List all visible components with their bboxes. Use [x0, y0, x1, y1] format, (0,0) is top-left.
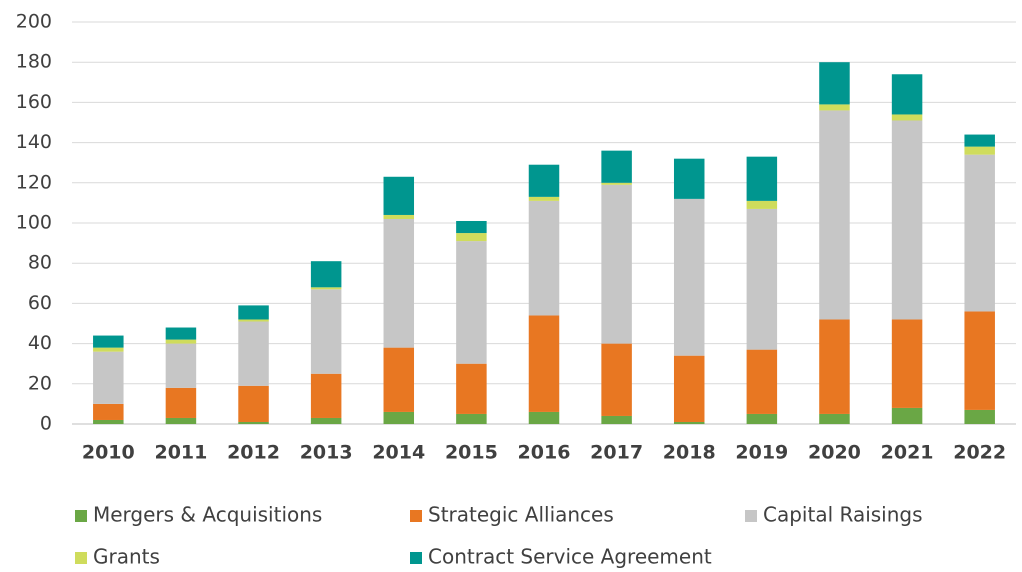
bar-segment — [165, 387, 197, 418]
bar-segment — [310, 261, 342, 288]
bar-segment — [165, 339, 197, 344]
legend-label: Contract Service Agreement — [428, 545, 712, 569]
y-tick-label: 20 — [28, 372, 52, 394]
bar-segment — [93, 403, 124, 420]
bar-segment — [238, 319, 269, 322]
x-tick-label: 2014 — [372, 442, 425, 464]
x-tick-label: 2011 — [154, 442, 207, 464]
bar-segment — [964, 311, 995, 410]
bar-segment — [819, 62, 850, 105]
bar-segment — [528, 164, 560, 197]
bar-segment — [819, 104, 850, 111]
bar-segment — [891, 120, 923, 320]
bar-segment — [746, 200, 778, 209]
bar-segment — [819, 413, 850, 424]
x-tick-label: 2010 — [82, 442, 135, 464]
bar-segment — [165, 417, 197, 424]
legend-label: Capital Raisings — [763, 503, 923, 527]
bar-segment — [528, 200, 560, 316]
x-tick-label: 2016 — [518, 442, 571, 464]
bar-segment — [238, 385, 269, 422]
bar-segment — [673, 421, 705, 424]
bar-segment — [964, 134, 995, 147]
bar-segment — [528, 411, 560, 424]
bar-segment — [165, 327, 197, 340]
bar-segment — [601, 415, 632, 424]
bar-segment — [238, 421, 269, 424]
bar-segment — [673, 158, 705, 199]
legend-swatch — [410, 552, 422, 564]
bar-segment — [383, 176, 415, 215]
x-tick-label: 2017 — [590, 442, 643, 464]
bar-segment — [93, 351, 124, 404]
bar-segment — [93, 335, 124, 348]
bar-segment — [964, 154, 995, 312]
bar-segment — [456, 220, 487, 234]
bar-segment — [601, 343, 632, 416]
bar-segment — [456, 413, 487, 424]
bar-segment — [93, 347, 124, 352]
bar-segment — [310, 417, 342, 424]
bar-segment — [383, 214, 415, 219]
x-tick-label: 2021 — [881, 442, 934, 464]
bar-segment — [819, 319, 850, 414]
x-tick-label: 2015 — [445, 442, 498, 464]
legend-label: Strategic Alliances — [428, 503, 614, 527]
bar-segment — [891, 114, 923, 121]
y-tick-label: 80 — [28, 252, 52, 274]
bar-segment — [383, 218, 415, 348]
bar-segment — [93, 419, 124, 424]
bar-segment — [891, 319, 923, 408]
legend-label: Grants — [93, 545, 160, 569]
y-tick-label: 200 — [16, 11, 52, 33]
bar-segment — [964, 146, 995, 155]
y-tick-label: 120 — [16, 171, 52, 193]
bar-segment — [238, 321, 269, 386]
bar-segment — [601, 184, 632, 344]
y-tick-label: 40 — [28, 332, 52, 354]
y-tick-label: 100 — [16, 212, 52, 234]
bar-segment — [310, 287, 342, 290]
bar-segment — [310, 289, 342, 374]
y-tick-label: 180 — [16, 51, 52, 73]
bar-segment — [528, 315, 560, 412]
bar-segment — [456, 363, 487, 414]
legend-swatch — [75, 510, 87, 522]
y-tick-label: 60 — [28, 292, 52, 314]
y-tick-label: 140 — [16, 131, 52, 153]
bar-segment — [746, 156, 778, 201]
bar-segment — [746, 208, 778, 350]
bar-segment — [310, 373, 342, 418]
bar-segment — [456, 233, 487, 242]
bar-segment — [746, 349, 778, 414]
bar-segment — [456, 241, 487, 364]
bar-segment — [528, 196, 560, 201]
bar-segment — [964, 409, 995, 424]
bar-segment — [165, 343, 197, 388]
legend-swatch — [75, 552, 87, 564]
x-tick-label: 2012 — [227, 442, 280, 464]
bar-segment — [601, 182, 632, 185]
x-tick-label: 2019 — [735, 442, 788, 464]
x-tick-label: 2022 — [953, 442, 1006, 464]
bar-segment — [746, 413, 778, 424]
bar-segment — [673, 355, 705, 422]
y-tick-label: 0 — [40, 413, 52, 435]
bar-segment — [891, 74, 923, 115]
x-tick-label: 2020 — [808, 442, 861, 464]
x-tick-label: 2018 — [663, 442, 716, 464]
bar-segment — [891, 407, 923, 424]
bar-segment — [383, 347, 415, 412]
bar-segment — [673, 198, 705, 356]
bar-segment — [383, 411, 415, 424]
legend-swatch — [410, 510, 422, 522]
bar-segment — [819, 110, 850, 320]
bar-segment — [601, 150, 632, 183]
bar-segment — [238, 305, 269, 320]
legend-label: Mergers & Acquisitions — [93, 503, 322, 527]
y-tick-label: 160 — [16, 91, 52, 113]
x-tick-label: 2013 — [300, 442, 353, 464]
legend-swatch — [745, 510, 757, 522]
